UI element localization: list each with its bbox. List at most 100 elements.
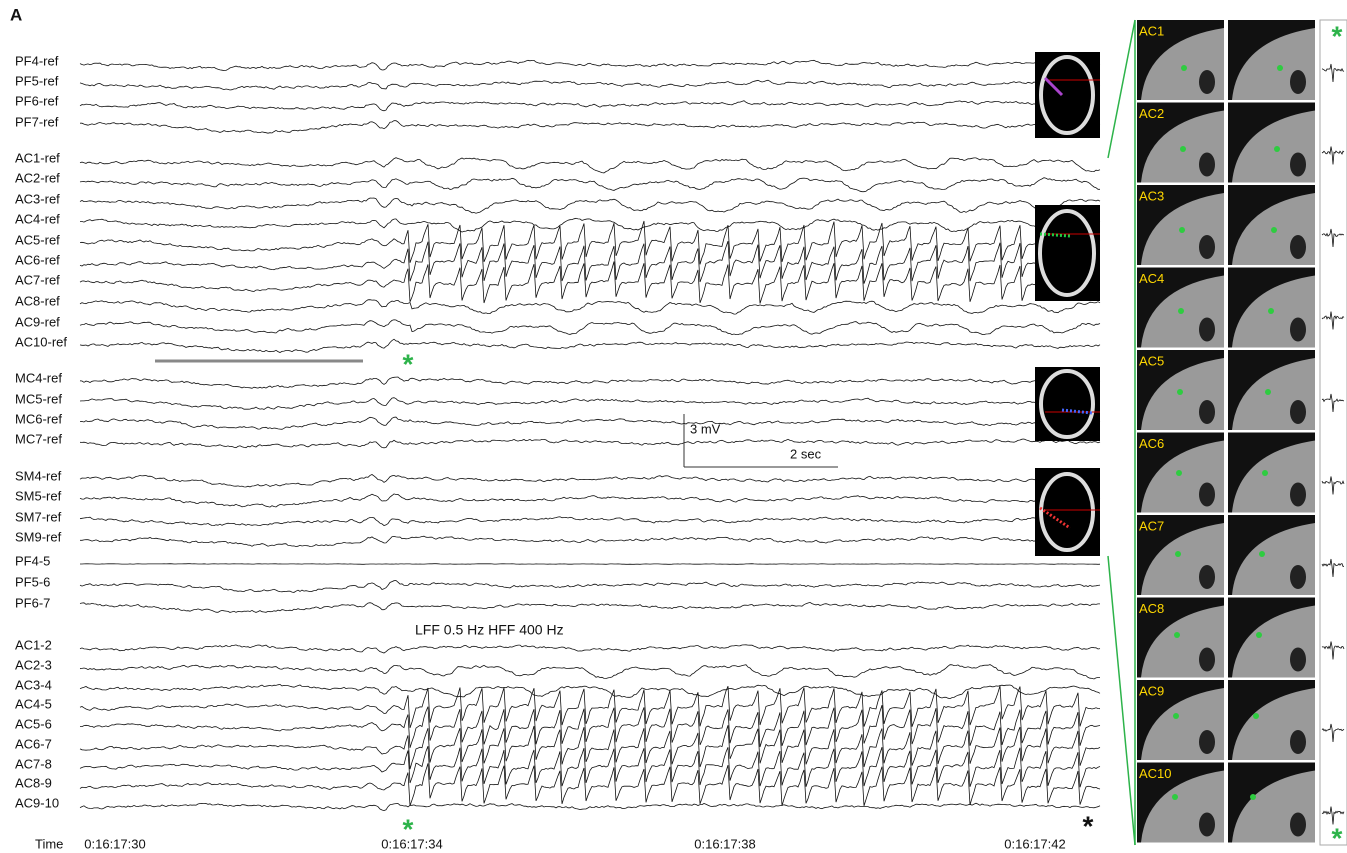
channel-label: AC2-3: [15, 657, 52, 672]
time-tick: 0:16:17:30: [84, 836, 145, 851]
mri-ventricle: [1290, 482, 1306, 507]
channel-label: AC6-7: [15, 736, 52, 751]
mri-ventricle: [1199, 647, 1215, 672]
mri-ventricle: [1199, 812, 1215, 837]
eeg-trace: [79, 763, 1101, 807]
eeg-trace: [79, 474, 1100, 488]
mri-ventricle: [1199, 70, 1215, 94]
eeg-trace: [79, 601, 1100, 613]
electrode-dot: [1271, 227, 1277, 233]
eeg-trace: [79, 197, 1101, 214]
channel-label: PF6-ref: [15, 93, 59, 108]
channel-label: AC9-10: [15, 795, 59, 810]
eeg-trace: [79, 580, 1101, 593]
electrode-dot: [1265, 389, 1271, 395]
channel-label: AC4-ref: [15, 211, 60, 226]
mri-ventricle: [1290, 812, 1306, 837]
eeg-trace: [79, 438, 1101, 449]
electrode-dot: [1259, 551, 1265, 557]
electrode-thumbnails: [1035, 52, 1100, 556]
electrode-dot: [1180, 146, 1186, 152]
channel-label: AC4-5: [15, 696, 52, 711]
eeg-trace: [79, 664, 1100, 680]
filter-note: LFF 0.5 Hz HFF 400 Hz: [415, 622, 564, 638]
eeg-trace: [79, 319, 1101, 336]
mri-label: AC6: [1139, 436, 1164, 451]
mini-trace: [1321, 146, 1345, 165]
electrode-dot: [1176, 470, 1182, 476]
mri-label: AC1: [1139, 23, 1164, 38]
mri-ventricle: [1199, 152, 1215, 177]
eeg-trace: [79, 397, 1100, 410]
channel-label: AC1-ref: [15, 150, 60, 165]
eeg-trace: [80, 217, 1101, 233]
eeg-trace: [79, 493, 1101, 508]
electrode-dot: [1179, 227, 1185, 233]
channel-label: PF5-6: [15, 574, 50, 589]
mri-label: AC10: [1139, 766, 1172, 781]
time-tick: 0:16:17:38: [694, 836, 755, 851]
channel-label: PF6-7: [15, 595, 50, 610]
channel-label: AC1-2: [15, 637, 52, 652]
eeg-trace: [79, 516, 1101, 527]
electrode-dot: [1268, 308, 1274, 314]
onset-marker: *: [403, 813, 414, 844]
mini-trace: [1321, 393, 1345, 413]
mri-ventricle: [1290, 565, 1306, 589]
mri-label: AC9: [1139, 683, 1164, 698]
eeg-trace: [79, 685, 1101, 729]
mini-trace: [1321, 806, 1345, 825]
end-marker: *: [1083, 810, 1094, 841]
mri-ventricle: [1199, 400, 1215, 424]
mri-ventricle: [1290, 730, 1306, 754]
panel-label: A: [10, 5, 22, 24]
channel-label: SM4-ref: [15, 468, 62, 483]
mini-trace: [1321, 311, 1345, 330]
eeg-trace: [80, 120, 1101, 134]
mri-label: AC7: [1139, 518, 1164, 533]
channel-label: AC3-ref: [15, 191, 60, 206]
time-tick: 0:16:17:34: [381, 836, 442, 851]
channel-label: AC8-9: [15, 775, 52, 790]
eeg-trace: [79, 261, 1101, 304]
channel-label: SM5-ref: [15, 488, 62, 503]
trace-column: [1319, 19, 1347, 846]
channel-label: AC7-ref: [15, 272, 60, 287]
mini-trace: [1321, 228, 1345, 248]
channel-label: PF7-ref: [15, 114, 59, 129]
eeg-trace: [79, 177, 1100, 193]
channel-label: AC9-ref: [15, 314, 60, 329]
time-tick: 0:16:17:42: [1004, 836, 1065, 851]
electrode-dot: [1250, 794, 1256, 800]
electrode-dot: [1262, 470, 1268, 476]
eeg-trace: [80, 535, 1101, 548]
channel-label: SM9-ref: [15, 529, 62, 544]
channel-label: MC7-ref: [15, 431, 62, 446]
channel-label: PF4-ref: [15, 53, 59, 68]
electrode-dot: [1178, 308, 1184, 314]
time-label: Time: [35, 836, 63, 851]
mini-trace: [1321, 558, 1345, 578]
channel-label: AC10-ref: [15, 334, 67, 349]
channel-label: AC3-4: [15, 677, 52, 692]
eeg-trace: [79, 802, 1101, 812]
mri-label: AC2: [1139, 106, 1164, 121]
channel-label: SM7-ref: [15, 509, 62, 524]
mri-grid: AC1 AC2 AC3 AC4 AC5 AC6 AC7 AC8 AC9 AC10: [1137, 20, 1345, 843]
mri-ventricle: [1199, 565, 1215, 589]
electrode-dot: [1256, 632, 1262, 638]
mri-label: AC8: [1139, 601, 1164, 616]
eeg-trace: [79, 725, 1101, 770]
channel-label: AC5-ref: [15, 232, 60, 247]
mri-ventricle: [1199, 730, 1215, 754]
channel-label: AC5-6: [15, 716, 52, 731]
electrode-dot: [1174, 632, 1180, 638]
eeg-trace: [79, 683, 1101, 700]
eeg-trace: [79, 220, 1101, 265]
eeg-trace: [79, 704, 1101, 748]
mini-trace: [1321, 641, 1345, 660]
traces: [79, 59, 1101, 812]
mri-label: AC4: [1139, 271, 1164, 286]
mri-label: AC5: [1139, 353, 1164, 368]
